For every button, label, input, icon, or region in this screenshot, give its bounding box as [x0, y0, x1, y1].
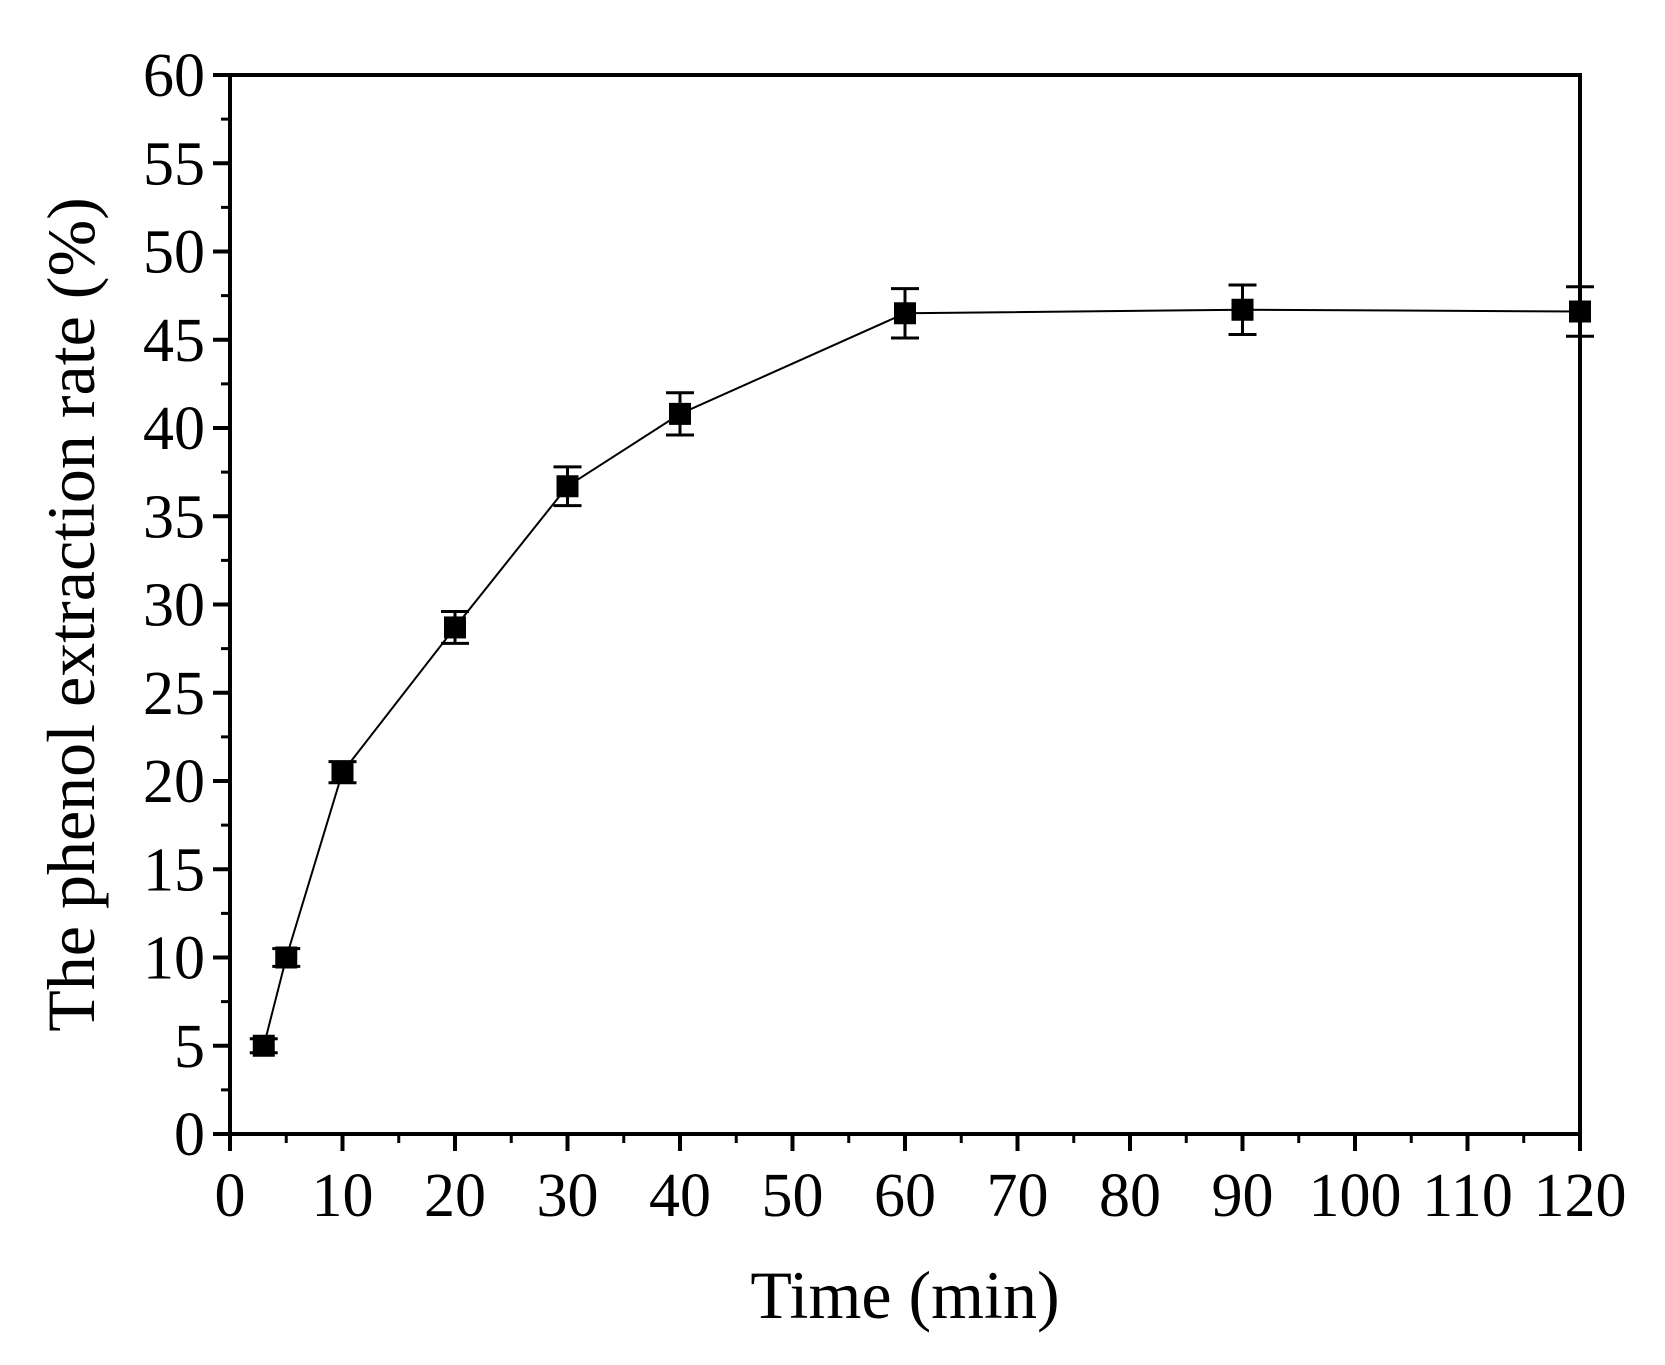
- y-tick-label: 5: [174, 1013, 205, 1081]
- x-tick-label: 100: [1309, 1162, 1402, 1230]
- x-tick-label: 0: [215, 1162, 246, 1230]
- data-point: [444, 616, 466, 639]
- y-tick-label: 55: [143, 130, 205, 198]
- y-tick-label: 10: [143, 925, 205, 993]
- data-point: [556, 475, 579, 498]
- y-tick-label: 35: [143, 483, 205, 551]
- x-tick-label: 60: [874, 1162, 936, 1230]
- x-tick-label: 90: [1212, 1162, 1274, 1230]
- y-tick-label: 30: [143, 572, 205, 640]
- y-tick-label: 0: [174, 1101, 205, 1169]
- data-point: [1231, 298, 1254, 321]
- x-axis-title: Time (min): [750, 1257, 1059, 1333]
- y-tick-label: 15: [143, 836, 205, 904]
- x-tick-label: 110: [1422, 1162, 1513, 1230]
- x-tick-label: 80: [1099, 1162, 1161, 1230]
- x-tick-label: 20: [424, 1162, 486, 1230]
- y-tick-label: 40: [143, 395, 205, 463]
- y-tick-label: 45: [143, 307, 205, 375]
- y-axis-ticks: 0 5 10 15 20 25 30 35 40 45 50 55 60: [143, 42, 230, 1169]
- y-tick-label: 25: [143, 660, 205, 728]
- x-tick-label: 30: [537, 1162, 599, 1230]
- data-point: [252, 1034, 275, 1057]
- x-tick-label: 120: [1534, 1162, 1627, 1230]
- data-point: [669, 402, 691, 425]
- data-point: [331, 761, 354, 784]
- x-tick-label: 40: [649, 1162, 711, 1230]
- x-tick-label: 10: [312, 1162, 374, 1230]
- x-tick-label: 50: [762, 1162, 824, 1230]
- data-point: [1569, 300, 1591, 323]
- data-point: [275, 946, 298, 969]
- y-tick-label: 50: [143, 219, 205, 287]
- x-axis-ticks: 0 10 20 30 40 50 60 70 80 90 100 110 120: [215, 1134, 1627, 1230]
- x-tick-label: 70: [987, 1162, 1049, 1230]
- series-group: [249, 283, 1594, 1057]
- y-tick-label: 60: [143, 42, 205, 110]
- y-tick-label: 20: [143, 748, 205, 816]
- y-axis-title: The phenol extraction rate (%): [33, 197, 109, 1032]
- data-point: [894, 302, 916, 325]
